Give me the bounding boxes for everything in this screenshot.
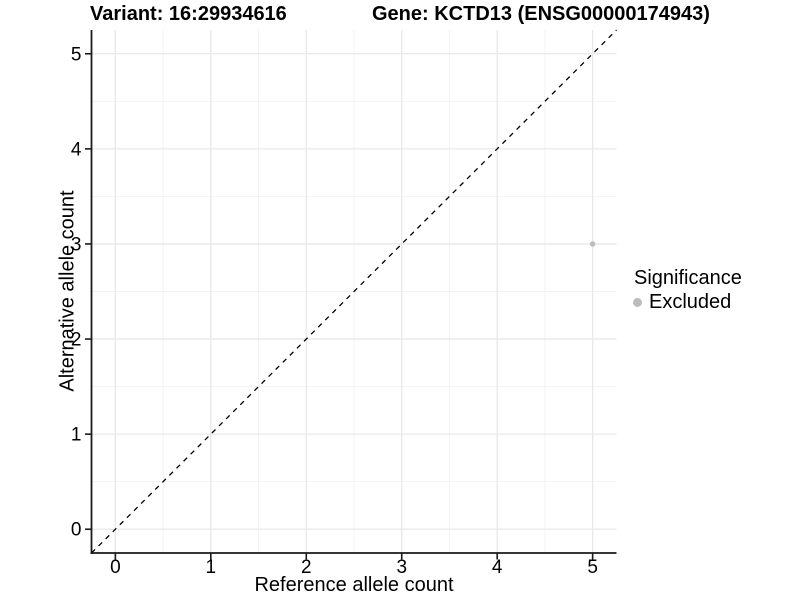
plot-title-gene: Gene: KCTD13 (ENSG00000174943) [372,3,710,25]
x-tick-label: 0 [110,557,121,578]
y-tick-label: 4 [71,139,82,160]
x-tick-label: 1 [206,557,217,578]
y-tick-label: 1 [71,425,82,446]
plot-title-variant: Variant: 16:29934616 [90,3,287,25]
x-tick-label: 5 [587,557,598,578]
legend: Significance Excluded [632,266,742,313]
data-point [589,241,596,247]
y-axis-title: Alternative allele count [56,190,79,392]
y-tick-label: 3 [71,234,82,255]
legend-title: Significance [634,267,742,289]
x-tick-label: 4 [492,557,503,578]
x-tick-label: 3 [396,557,407,578]
y-tick-label: 0 [71,520,82,541]
identity-reference-line [91,29,617,554]
y-tick-label: 5 [71,44,82,65]
x-axis-title: Reference allele count [254,574,454,596]
legend-entry-label: Excluded [649,291,732,313]
y-tick-label: 2 [71,330,82,351]
excluded-point-icon [633,297,642,307]
legend-entry-excluded: Excluded [632,291,742,313]
x-tick-label: 2 [301,557,312,578]
